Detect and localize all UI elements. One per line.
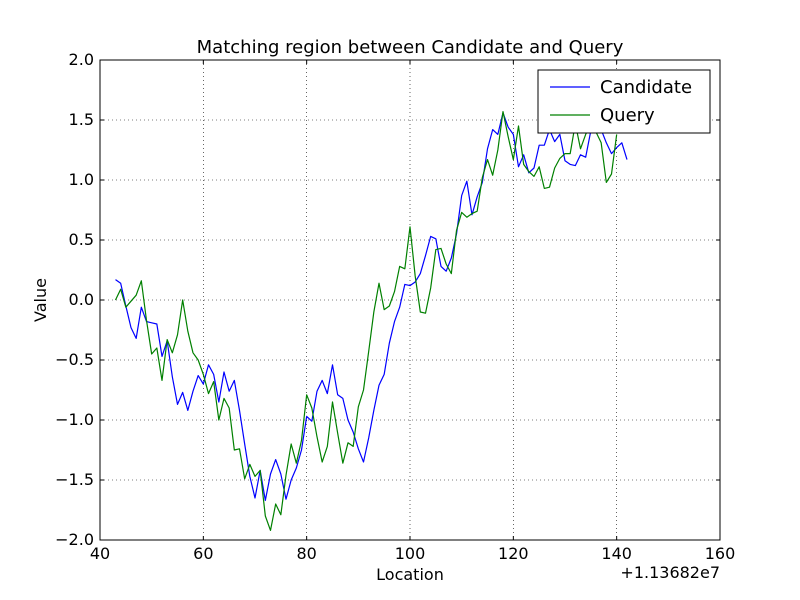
x-tick-label: 100	[395, 544, 426, 563]
legend: Candidate Query	[537, 69, 711, 134]
y-tick-label: 1.0	[69, 170, 94, 189]
x-tick-label: 120	[498, 544, 529, 563]
x-tick-label: 80	[296, 544, 316, 563]
x-tick-label: 60	[193, 544, 213, 563]
legend-box	[537, 69, 711, 134]
series-line-candidate	[115, 112, 628, 501]
y-tick-label: −1.0	[55, 410, 94, 429]
series-line-query	[114, 110, 618, 532]
legend-label-candidate: Candidate	[600, 77, 692, 98]
y-axis-label: Value	[31, 278, 50, 322]
y-tick-label: −2.0	[55, 530, 94, 549]
legend-label-query: Query	[600, 105, 655, 126]
x-tick-label: 40	[90, 544, 110, 563]
y-tick-label: 1.5	[69, 110, 94, 129]
x-tick-label: 160	[705, 544, 736, 563]
y-tick-label: 0.5	[69, 230, 94, 249]
y-tick-label: −1.5	[55, 470, 94, 489]
chart-title: Matching region between Candidate and Qu…	[197, 37, 624, 58]
axis-ticks: 40 60 80 100 120 140 160 −2.0 −1.5 −1.0 −0.5 0.0 0.5…	[55, 50, 735, 563]
y-tick-label: 2.0	[69, 50, 94, 69]
y-tick-label: 0.0	[69, 290, 94, 309]
x-axis-label: Location	[376, 565, 444, 584]
x-tick-label: 140	[601, 544, 632, 563]
y-tick-label: −0.5	[55, 350, 94, 369]
x-offset-label: +1.13682e7	[620, 563, 720, 582]
